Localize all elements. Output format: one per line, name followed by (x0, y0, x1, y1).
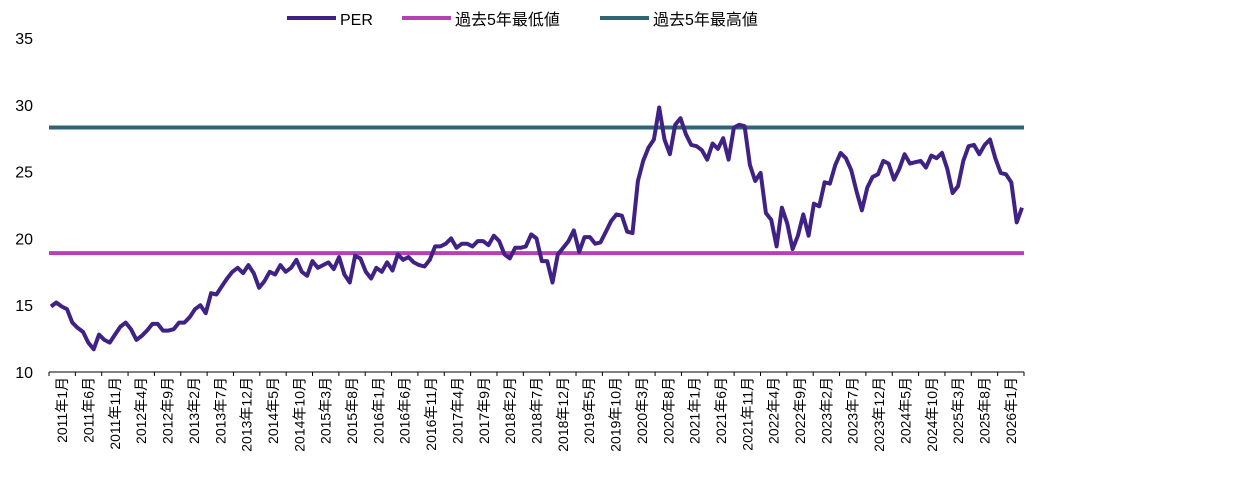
y-tick-label: 15 (15, 298, 33, 315)
x-tick-label: 2021年1月 (687, 377, 703, 444)
x-tick-label: 2024年5月 (897, 377, 913, 444)
x-tick-label: 2023年12月 (871, 377, 887, 452)
legend-five-year-low-label: 過去5年最低値 (455, 11, 560, 29)
x-tick-label: 2017年9月 (476, 377, 492, 444)
legend: PER 過去5年最低値 過去5年最高値 (287, 11, 758, 29)
x-tick-label: 2025年3月 (950, 377, 966, 444)
x-tick-label: 2018年7月 (529, 377, 545, 444)
x-tick-label: 2014年10月 (291, 377, 307, 452)
legend-five-year-high-label: 過去5年最高値 (653, 11, 758, 29)
x-tick-label: 2026年1月 (1003, 377, 1019, 444)
x-tick-label: 2015年3月 (318, 377, 334, 444)
x-tick-label: 2021年11月 (739, 377, 755, 451)
x-tick-label: 2016年11月 (423, 377, 439, 451)
y-tick-label: 20 (15, 231, 33, 248)
x-tick-label: 2022年4月 (766, 377, 782, 444)
x-tick-label: 2016年1月 (370, 377, 386, 444)
x-tick-label: 2024年10月 (924, 377, 940, 452)
x-tick-label: 2014年5月 (265, 377, 281, 444)
x-tick-label: 2012年4月 (133, 377, 149, 444)
x-tick-label: 2018年2月 (502, 377, 518, 444)
x-tick-label: 2020年3月 (634, 377, 650, 444)
y-axis: 10 15 20 25 30 35 (15, 31, 33, 382)
x-tick-label: 2011年11月 (107, 377, 123, 450)
legend-per-label: PER (340, 12, 373, 29)
y-tick-label: 30 (15, 98, 33, 115)
x-tick-label: 2019年5月 (581, 377, 597, 444)
x-tick-label: 2013年7月 (212, 377, 228, 444)
x-tick-label: 2023年2月 (818, 377, 834, 444)
y-tick-label: 35 (15, 31, 33, 48)
x-tick-label: 2022年9月 (792, 377, 808, 444)
x-tick-label: 2025年8月 (976, 377, 992, 444)
x-tick-label: 2019年10月 (608, 377, 624, 452)
x-tick-label: 2015年8月 (344, 377, 360, 444)
x-tick-label: 2020年8月 (660, 377, 676, 444)
x-tick-label: 2016年6月 (397, 377, 413, 444)
x-axis: 2011年1月 2011年6月 2011年11月 2012年4月 2012年9月 2013… (48, 371, 1025, 452)
x-tick-label: 2011年6月 (81, 377, 97, 443)
x-tick-label: 2021年6月 (713, 377, 729, 444)
y-tick-label: 25 (15, 165, 33, 182)
x-tick-label: 2013年2月 (186, 377, 202, 444)
x-tick-label: 2011年1月 (54, 377, 70, 443)
x-tick-label: 2013年12月 (239, 377, 255, 452)
x-tick-label: 2018年12月 (555, 377, 571, 452)
y-tick-label: 10 (15, 365, 33, 382)
plot-area (49, 105, 1024, 352)
x-tick-label: 2012年9月 (160, 377, 176, 444)
per-series-line (49, 105, 1024, 352)
x-tick-label: 2017年4月 (449, 377, 465, 444)
x-tick-label: 2023年7月 (845, 377, 861, 444)
